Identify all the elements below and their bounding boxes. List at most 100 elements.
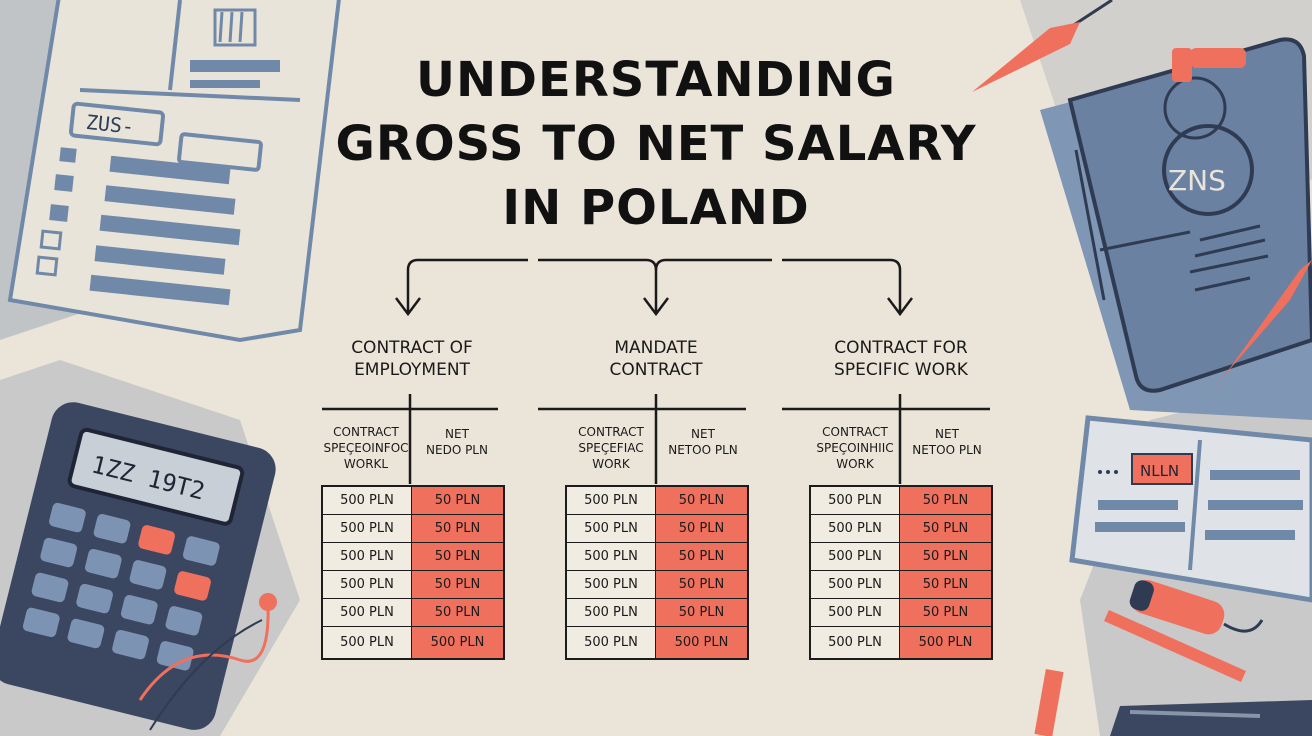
- gross-cell: 500 PLN: [567, 515, 656, 542]
- gross-cell: 500 PLN: [323, 543, 412, 570]
- table-row: 500 PLN 50 PLN: [811, 515, 991, 543]
- table-row: 500 PLN 50 PLN: [323, 571, 503, 599]
- table-row: 500 PLN 50 PLN: [567, 487, 747, 515]
- gross-column-header: CONTRACT SPEÇOINHIIC WORK: [810, 424, 900, 472]
- table-row: 500 PLN 50 PLN: [567, 571, 747, 599]
- folder-stamp-icon: ZNS: [1040, 37, 1312, 420]
- table-row: 500 PLN 50 PLN: [567, 515, 747, 543]
- gross-cell: 500 PLN: [323, 487, 412, 514]
- page-title: UNDERSTANDING GROSS TO NET SALARY IN POL…: [256, 48, 1056, 240]
- gross-column-header: CONTRACT SPEÇEOINFOC WORKL: [322, 424, 410, 472]
- header-line: WORK: [836, 457, 874, 471]
- gross-cell: 500 PLN: [323, 515, 412, 542]
- title-line-3: IN POLAND: [502, 180, 810, 236]
- tax-form-icon: ZUS-: [7, 0, 341, 343]
- net-cell: 50 PLN: [656, 543, 747, 570]
- salary-table-mandate: 500 PLN 50 PLN 500 PLN 50 PLN 500 PLN 50 PL…: [565, 485, 749, 660]
- net-cell: 50 PLN: [412, 543, 503, 570]
- column-heading-specific-work: CONTRACT FOR SPECIFIC WORK: [801, 337, 1001, 381]
- net-cell: 50 PLN: [656, 487, 747, 514]
- gross-cell: 500 PLN: [323, 599, 412, 626]
- net-cell: 50 PLN: [656, 515, 747, 542]
- table-row: 500 PLN 50 PLN: [323, 599, 503, 627]
- gross-cell: 500 PLN: [323, 571, 412, 598]
- gross-column-header: CONTRACT SPEÇEFIAC WORK: [566, 424, 656, 472]
- gross-cell: 500 PLN: [323, 627, 412, 658]
- net-cell: 50 PLN: [900, 515, 991, 542]
- header-line: NET: [935, 427, 959, 441]
- net-cell: 50 PLN: [656, 599, 747, 626]
- net-cell: 50 PLN: [900, 487, 991, 514]
- net-cell: 500 PLN: [412, 627, 503, 658]
- title-line-1: UNDERSTANDING: [416, 52, 896, 108]
- header-line: NET: [445, 427, 469, 441]
- header-line: SPEÇOINHIIC: [816, 441, 894, 455]
- heading-line: CONTRACT FOR: [834, 338, 968, 358]
- gross-cell: 500 PLN: [567, 487, 656, 514]
- gross-cell: 500 PLN: [811, 571, 900, 598]
- table-row: 500 PLN 50 PLN: [811, 543, 991, 571]
- column-heading-mandate: MANDATE CONTRACT: [556, 337, 756, 381]
- salary-table-employment: 500 PLN 50 PLN 500 PLN 50 PLN 500 PLN 50 PL…: [321, 485, 505, 660]
- heading-line: CONTRACT: [609, 360, 703, 380]
- id-card-icon: NLLN: [1069, 415, 1312, 603]
- net-cell: 50 PLN: [900, 599, 991, 626]
- header-line: NETOO PLN: [668, 443, 738, 457]
- heading-line: SPECIFIC WORK: [834, 360, 968, 380]
- header-line: WORK: [592, 457, 630, 471]
- net-column-header: NET NETOO PLN: [902, 426, 992, 458]
- header-line: WORKL: [343, 457, 389, 471]
- salary-table-specific-work: 500 PLN 50 PLN 500 PLN 50 PLN 500 PLN 50 PL…: [809, 485, 993, 660]
- gross-cell: 500 PLN: [811, 627, 900, 658]
- net-cell: 50 PLN: [900, 571, 991, 598]
- header-line: NETOO PLN: [912, 443, 982, 457]
- gross-cell: 500 PLN: [811, 515, 900, 542]
- calculator-icon: 1ZZ 19T2: [0, 402, 277, 731]
- header-line: SPEÇEOINFOC: [323, 441, 409, 455]
- gross-cell: 500 PLN: [811, 487, 900, 514]
- header-line: SPEÇEFIAC: [578, 441, 644, 455]
- net-cell: 50 PLN: [900, 543, 991, 570]
- gross-cell: 500 PLN: [567, 543, 656, 570]
- net-cell: 50 PLN: [412, 571, 503, 598]
- table-row: 500 PLN 50 PLN: [811, 599, 991, 627]
- net-cell: 500 PLN: [900, 627, 991, 658]
- net-cell: 50 PLN: [412, 487, 503, 514]
- pen-icon: [972, 0, 1113, 92]
- table-row: 500 PLN 50 PLN: [567, 599, 747, 627]
- table-row: 500 PLN 50 PLN: [811, 487, 991, 515]
- stamp-label: ZNS: [1168, 164, 1226, 197]
- header-line: CONTRACT: [822, 425, 888, 439]
- gross-cell: 500 PLN: [567, 571, 656, 598]
- table-row: 500 PLN 50 PLN: [811, 571, 991, 599]
- header-line: NEDO PLN: [426, 443, 488, 457]
- header-line: CONTRACT: [333, 425, 399, 439]
- net-cell: 50 PLN: [412, 599, 503, 626]
- form-label: ZUS-: [85, 110, 135, 139]
- table-row: 500 PLN 500 PLN: [323, 627, 503, 658]
- net-column-header: NET NETOO PLN: [658, 426, 748, 458]
- card-label: NLLN: [1140, 462, 1179, 480]
- header-line: CONTRACT: [578, 425, 644, 439]
- gross-cell: 500 PLN: [811, 599, 900, 626]
- net-cell: 50 PLN: [656, 571, 747, 598]
- net-cell: 500 PLN: [656, 627, 747, 658]
- gross-cell: 500 PLN: [567, 599, 656, 626]
- column-heading-employment: CONTRACT OF EMPLOYMENT: [312, 337, 512, 381]
- title-line-2: GROSS TO NET SALARY: [335, 116, 977, 172]
- gross-cell: 500 PLN: [567, 627, 656, 658]
- net-column-header: NET NEDO PLN: [412, 426, 502, 458]
- table-row: 500 PLN 50 PLN: [323, 543, 503, 571]
- table-row: 500 PLN 50 PLN: [567, 543, 747, 571]
- gross-cell: 500 PLN: [811, 543, 900, 570]
- table-row: 500 PLN 50 PLN: [323, 487, 503, 515]
- table-row: 500 PLN 500 PLN: [811, 627, 991, 658]
- table-row: 500 PLN 50 PLN: [323, 515, 503, 543]
- table-row: 500 PLN 500 PLN: [567, 627, 747, 658]
- header-line: NET: [691, 427, 715, 441]
- heading-line: EMPLOYMENT: [354, 360, 470, 380]
- heading-line: MANDATE: [614, 338, 698, 358]
